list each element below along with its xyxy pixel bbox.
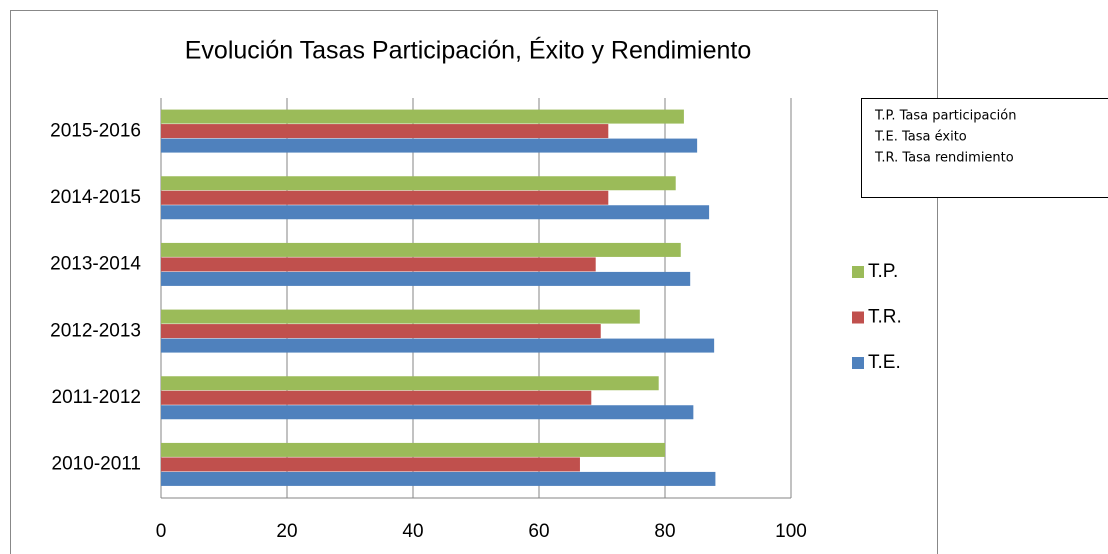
y-tick-label: 2012-2013 — [50, 320, 141, 341]
bar — [161, 271, 691, 286]
bar — [161, 457, 580, 472]
legend-swatch — [852, 311, 864, 324]
bar — [161, 405, 694, 420]
note-line: T.E. Tasa éxito — [874, 130, 967, 145]
bar — [161, 257, 596, 272]
note-line: T.R. Tasa rendimiento — [874, 151, 1014, 166]
legend-label: T.R. — [868, 307, 902, 328]
x-tick-label: 80 — [654, 521, 675, 542]
x-tick-label: 100 — [775, 521, 807, 542]
x-tick-label: 40 — [402, 521, 423, 542]
bar — [161, 338, 715, 353]
bar — [161, 109, 684, 124]
x-tick-label: 20 — [276, 521, 297, 542]
bar — [161, 442, 665, 457]
bar — [161, 471, 716, 486]
bar — [161, 324, 601, 339]
x-tick-label: 60 — [528, 521, 549, 542]
note-line: T.P. Tasa participación — [874, 109, 1016, 124]
y-tick-label: 2013-2014 — [50, 254, 141, 275]
bar — [161, 309, 640, 324]
y-tick-label: 2010-2011 — [52, 454, 141, 475]
y-tick-label: 2011-2012 — [52, 387, 141, 408]
x-tick-label: 0 — [156, 521, 167, 542]
legend-swatch — [852, 266, 864, 278]
y-tick-label: 2014-2015 — [50, 187, 141, 208]
chart-title: Evolución Tasas Participación, Éxito y R… — [185, 36, 752, 65]
bar — [161, 205, 710, 220]
bar — [161, 390, 592, 405]
y-tick-label: 2015-2016 — [50, 120, 141, 141]
bar — [161, 124, 609, 139]
bar — [161, 190, 609, 205]
bar — [161, 242, 681, 257]
legend-swatch — [852, 357, 864, 369]
legend-label: T.P. — [868, 261, 898, 282]
legend-label: T.E. — [868, 352, 901, 373]
bar — [161, 176, 676, 191]
bar — [161, 138, 698, 153]
note-box — [861, 98, 1108, 198]
bar — [161, 376, 659, 391]
